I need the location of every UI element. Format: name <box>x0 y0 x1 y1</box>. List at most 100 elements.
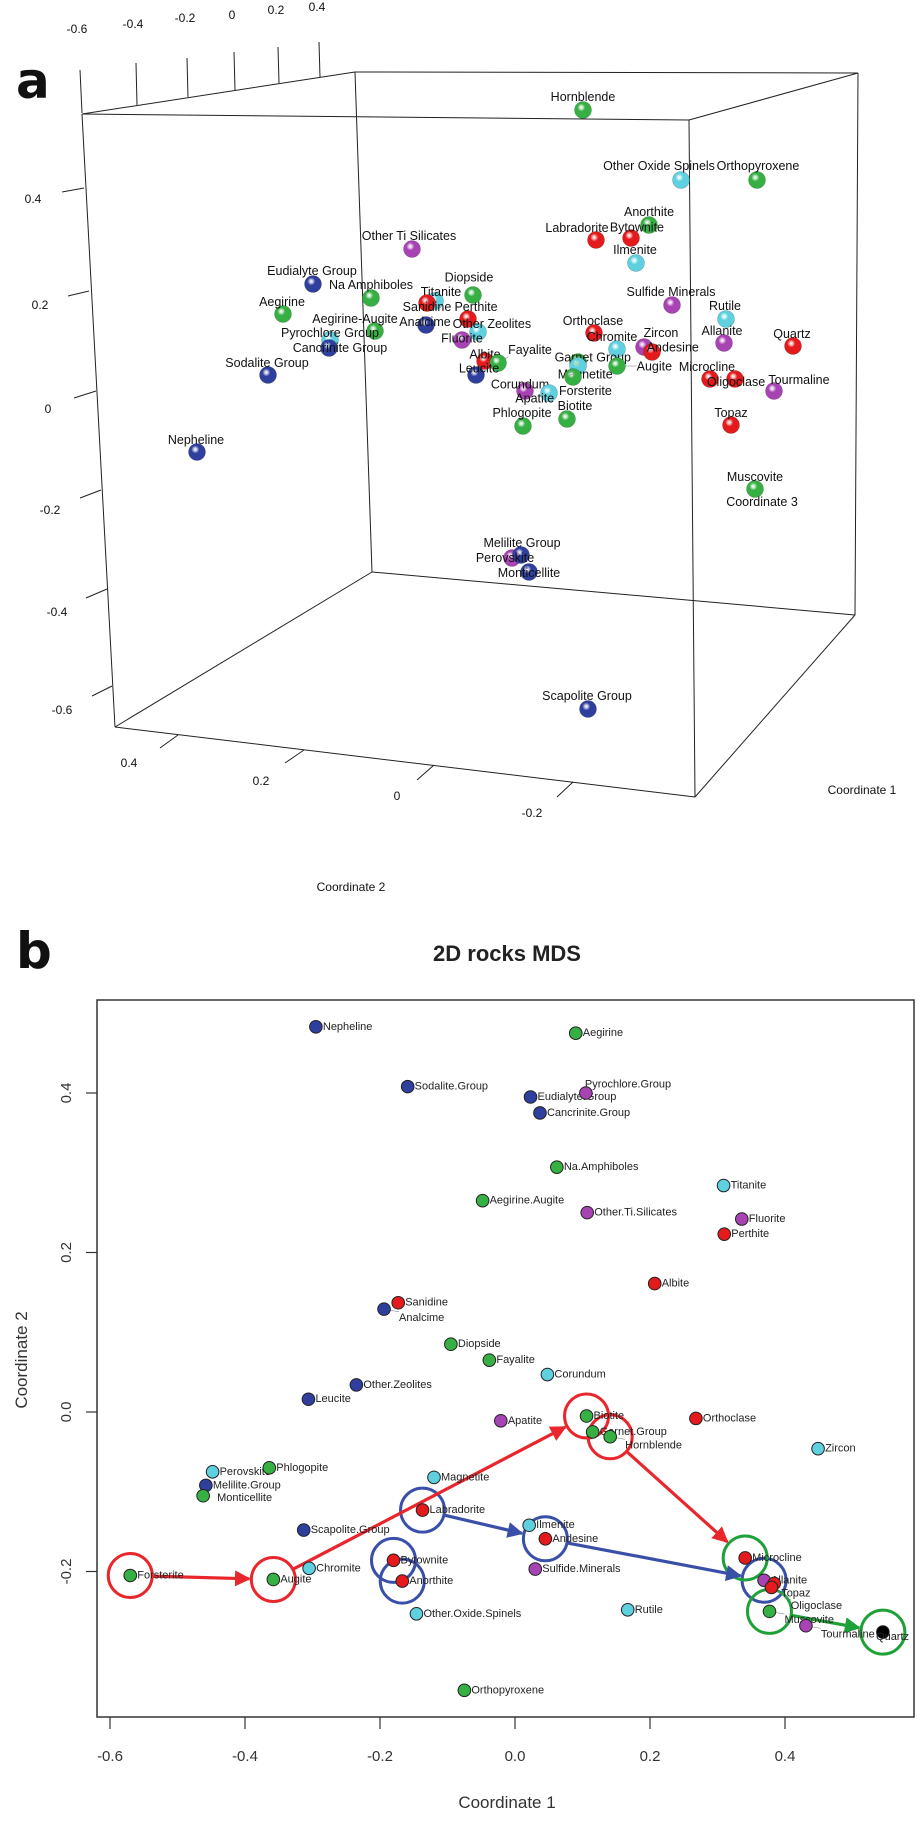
point-marker <box>296 1523 311 1537</box>
point-tourmaline: Tourmaline <box>765 373 830 400</box>
point-label: Chromite <box>316 1562 361 1574</box>
point-label: Rutile <box>635 1604 663 1616</box>
top-axis-tick-label: -0.4 <box>123 17 144 31</box>
sphere-marker <box>748 171 766 189</box>
point-marker <box>603 1429 617 1444</box>
box-edge <box>81 113 116 728</box>
point-ilmenite: Ilmenite <box>522 1518 575 1533</box>
arrow-muscovite-to-quartz <box>790 1613 861 1634</box>
sphere-marker <box>746 480 764 498</box>
point-marker <box>522 1518 536 1533</box>
sphere-marker <box>516 382 534 400</box>
sphere-marker <box>784 337 802 355</box>
arrow-augite-to-biotite <box>292 1425 567 1571</box>
point-marker <box>457 1683 472 1698</box>
point-sodalite-group: Sodalite.Group <box>400 1079 488 1094</box>
point-marker <box>309 1020 323 1034</box>
point-microcline: Microcline <box>679 360 735 388</box>
sphere-marker <box>622 229 640 247</box>
highlight-circle-labradorite <box>399 1486 447 1534</box>
point-fayalite: Fayalite <box>482 1353 535 1367</box>
point-label: Topaz <box>781 1587 810 1599</box>
x-tick-label: -0.4 <box>232 1748 258 1765</box>
sphere-marker <box>417 316 435 334</box>
point-label: Eudialyte.Group <box>538 1091 617 1103</box>
bottom-axis-tick <box>284 749 305 764</box>
box-edge <box>354 71 373 573</box>
point-marker <box>409 1606 424 1621</box>
sphere-marker <box>459 310 477 328</box>
point-label: Anorthite <box>409 1575 453 1587</box>
sphere-marker <box>722 416 740 434</box>
point-label: Topaz <box>714 406 747 420</box>
box-edge <box>354 71 859 74</box>
point-rutile: Rutile <box>709 299 741 328</box>
point-sanidine: Sanidine <box>391 1295 448 1310</box>
plot-frame <box>96 999 915 1718</box>
point-label: Fluorite <box>749 1213 786 1225</box>
point-label: Aegirine <box>259 295 305 309</box>
left-axis-tick-label: 0 <box>45 402 52 416</box>
left-axis-tick-label: -0.2 <box>40 503 61 517</box>
point-marker <box>444 1337 458 1352</box>
point-label: Zircon <box>644 326 679 340</box>
left-axis-tick <box>91 685 113 697</box>
point-marker <box>579 1409 594 1423</box>
panel-a-letter: a <box>16 52 50 110</box>
point-label: Forsterite <box>559 384 612 398</box>
point-augite: Augite <box>266 1572 312 1587</box>
arrow-forsterite-to-augite <box>152 1570 251 1587</box>
point-label: Perovskite <box>220 1466 271 1478</box>
y-tick-label: 0.4 <box>58 1083 75 1104</box>
point-titanite: Titanite <box>716 1178 767 1193</box>
point-other-ti-silicates: Other.Ti.Silicates <box>580 1205 677 1220</box>
point-label: Diopside <box>445 271 494 285</box>
box-edge <box>688 72 859 121</box>
point-label: Ilmenite <box>613 243 657 257</box>
point-fayalite: Fayalite <box>489 343 552 372</box>
point-diopside: Diopside <box>444 1337 501 1352</box>
point-chromite: Chromite <box>302 1561 361 1576</box>
axis-ticks: -0.6 -0.4 -0.2 0.0 0.2 0.4 -0.2 0.0 0.2 0.4 <box>58 1083 795 1765</box>
point-chromite: Chromite <box>587 330 637 358</box>
point-biotite: Biotite <box>579 1409 624 1423</box>
sphere-marker <box>320 339 338 357</box>
highlight-circle-forsterite <box>106 1551 154 1599</box>
top-axis-tick <box>233 51 236 91</box>
point-perovskite: Perovskite <box>476 546 534 565</box>
point-marker <box>205 1465 220 1479</box>
sphere-marker <box>701 370 719 388</box>
point-marker <box>738 1551 752 1565</box>
point-perovskite: Perovskite <box>205 1465 271 1479</box>
point-marker <box>876 1625 890 1639</box>
sphere-marker <box>362 289 380 307</box>
point-label: Orthopyroxene <box>471 1684 544 1696</box>
point-marker <box>482 1353 497 1367</box>
point-marker <box>579 1086 593 1100</box>
panel-a-axis-label-coordinate-1: Coordinate 1 <box>828 783 897 797</box>
point-bytownite: Bytownite <box>610 221 664 247</box>
point-label: Titanite <box>731 1180 767 1192</box>
point-marker <box>620 1602 635 1617</box>
point-sulfide-minerals: Sulfide Minerals <box>627 285 715 314</box>
point-anorthite: Anorthite <box>395 1574 453 1588</box>
point-marker <box>799 1618 813 1633</box>
point-label: Bytownite <box>610 221 664 235</box>
box-edge <box>114 571 373 728</box>
annotations <box>106 1392 907 1656</box>
sphere-marker <box>564 368 582 386</box>
point-tourmaline: Tourmaline <box>799 1618 875 1640</box>
point-label: Leucite <box>315 1393 350 1405</box>
sphere-marker <box>579 700 597 718</box>
point-andesine: Andesine <box>643 341 699 361</box>
point-topaz: Topaz <box>714 406 748 434</box>
point-label: Hornblende <box>551 90 616 104</box>
point-marker <box>123 1568 138 1583</box>
point-label: Aegirine.Augite <box>490 1195 565 1207</box>
point-leucite: Leucite <box>301 1392 351 1407</box>
left-axis-tick-label: -0.6 <box>52 703 73 717</box>
sphere-marker <box>418 294 436 312</box>
top-axis-tick <box>277 46 280 84</box>
box-edge <box>854 72 859 616</box>
top-axis-tick <box>186 57 189 98</box>
